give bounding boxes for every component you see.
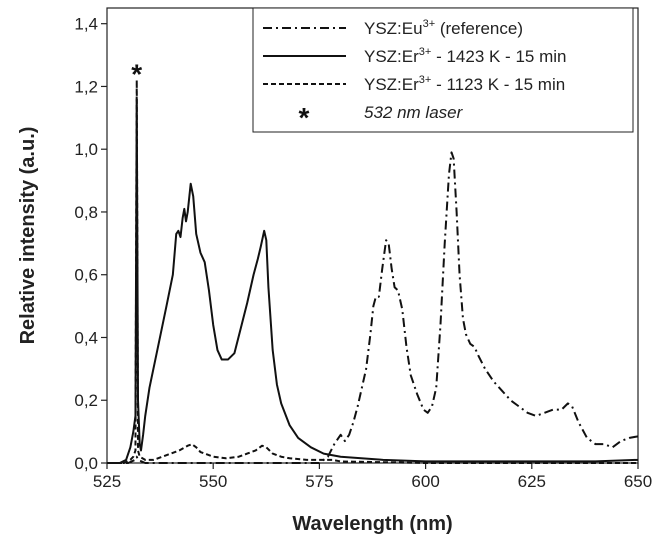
legend-label: 532 nm laser (364, 103, 464, 122)
x-tick-label: 625 (518, 472, 546, 491)
y-tick-label: 0,8 (74, 203, 98, 222)
y-tick-label: 1,2 (74, 77, 98, 96)
series-line-dashdot (107, 151, 639, 464)
y-tick-label: 1,0 (74, 140, 98, 159)
y-tick-label: 0,0 (74, 454, 98, 473)
x-tick-label: 525 (93, 472, 121, 491)
y-tick-label: 0,6 (74, 266, 98, 285)
legend-asterisk-icon: * (299, 102, 310, 133)
x-tick-label: 575 (305, 472, 333, 491)
x-tick-label: 600 (411, 472, 439, 491)
tick-labels: 525 550 575 600 625 650 0,0 0,2 0,4 0,6 0,8 1,0 1,2 1… (74, 15, 652, 491)
y-tick-label: 0,2 (74, 391, 98, 410)
series-line-solid (107, 98, 639, 464)
x-tick-label: 650 (624, 472, 652, 491)
series-line-dashed (107, 79, 638, 464)
legend-box (252, 7, 634, 133)
plot-area (107, 79, 639, 464)
annotations: * (131, 59, 142, 90)
legend: YSZ:Eu3+ (reference) YSZ:Er3+ - 1423 K - … (252, 7, 634, 133)
legend-label: YSZ:Er3+ - 1423 K - 15 min (364, 46, 566, 66)
legend-label: YSZ:Eu3+ (reference) (364, 18, 523, 38)
x-tick-label: 550 (199, 472, 227, 491)
x-axis-title: Wavelength (nm) (292, 513, 452, 535)
y-axis-title: Relative intensity (a.u.) (17, 127, 39, 345)
y-tick-label: 0,4 (74, 328, 98, 347)
y-tick-label: 1,4 (74, 15, 98, 34)
legend-label: YSZ:Er3+ - 1123 K - 15 min (364, 74, 565, 94)
laser-asterisk-annotation: * (131, 59, 142, 90)
